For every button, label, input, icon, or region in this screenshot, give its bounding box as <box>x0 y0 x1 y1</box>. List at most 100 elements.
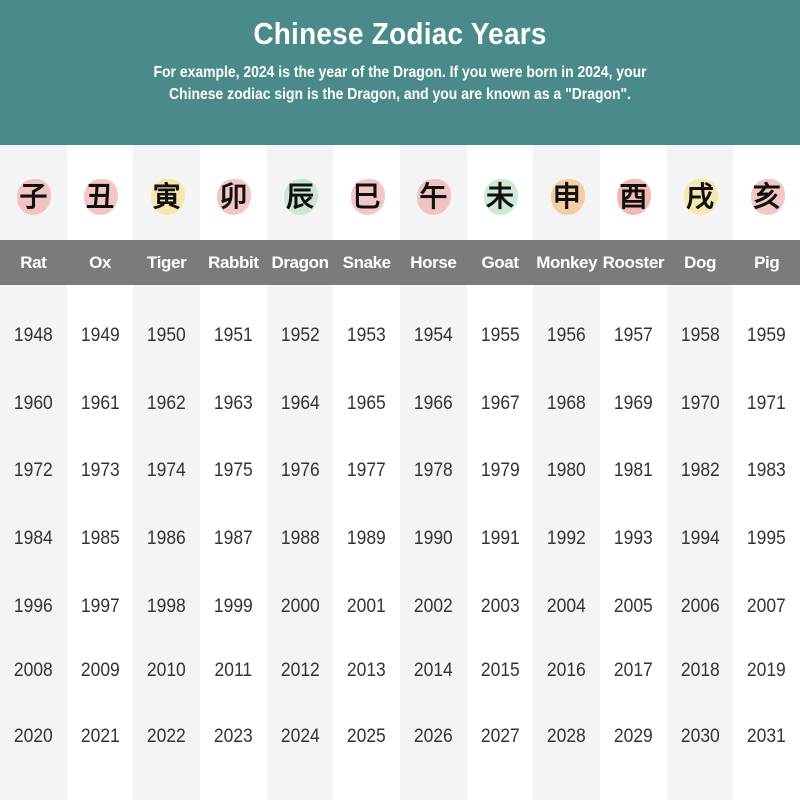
year-cell: 2000 <box>280 596 320 617</box>
year-cell: 2029 <box>613 726 653 747</box>
year-cell: 1960 <box>13 393 53 414</box>
zodiac-name: Horse <box>400 240 467 285</box>
year-cell: 1974 <box>147 460 187 481</box>
year-cell: 2018 <box>680 660 720 681</box>
color-blob <box>417 179 452 215</box>
rat-icon: 子 <box>5 165 61 225</box>
year-cell: 1972 <box>13 460 53 481</box>
rooster-icon: 酉 <box>605 165 661 225</box>
year-cell: 1982 <box>680 460 720 481</box>
color-blob <box>750 179 785 215</box>
year-cell: 1994 <box>680 528 720 549</box>
tiger-icon: 寅 <box>139 165 195 225</box>
zodiac-character: 丑 <box>85 180 114 213</box>
year-cell: 1995 <box>747 528 787 549</box>
year-cell: 1969 <box>613 393 653 414</box>
horse-icon: 午 <box>405 165 461 225</box>
year-cell: 1958 <box>680 325 720 346</box>
year-cell: 1984 <box>13 528 53 549</box>
year-cell: 2008 <box>13 660 53 681</box>
zodiac-column-dragon: 辰 Dragon 1952 1964 1976 1988 2000 2012 2024 <box>266 145 334 800</box>
year-cell: 1964 <box>280 393 320 414</box>
year-cell: 2012 <box>280 660 320 681</box>
year-cell: 1991 <box>480 528 520 549</box>
year-cell: 1998 <box>147 596 187 617</box>
zodiac-name: Tiger <box>133 240 201 285</box>
color-blob <box>17 179 52 215</box>
zodiac-column-horse: 午 Horse 1954 1966 1978 1990 2002 2014 2026 <box>400 145 467 800</box>
year-cell: 2002 <box>413 596 453 617</box>
year-cell: 2015 <box>480 660 520 681</box>
year-cell: 1981 <box>613 460 653 481</box>
color-blob <box>350 179 385 215</box>
color-blob <box>150 179 185 215</box>
year-cell: 1951 <box>213 325 253 346</box>
year-cell: 1989 <box>347 528 387 549</box>
year-cell: 1976 <box>280 460 320 481</box>
year-cell: 1959 <box>747 325 787 346</box>
dog-icon: 戌 <box>672 165 728 225</box>
year-cell: 2019 <box>747 660 787 681</box>
goat-icon: 未 <box>472 165 528 225</box>
zodiac-character: 巳 <box>352 180 381 213</box>
year-cell: 1987 <box>213 528 253 549</box>
year-cell: 1957 <box>613 325 653 346</box>
year-cell: 1971 <box>747 393 787 414</box>
zodiac-column-tiger: 寅 Tiger 1950 1962 1974 1986 1998 2010 2022 <box>133 145 201 800</box>
year-cell: 2011 <box>214 660 253 681</box>
year-cell: 2005 <box>613 596 653 617</box>
year-cell: 2010 <box>147 660 187 681</box>
year-cell: 2030 <box>680 726 720 747</box>
year-cell: 2023 <box>213 726 253 747</box>
year-cell: 2025 <box>347 726 387 747</box>
year-cell: 2017 <box>613 660 653 681</box>
subtitle-line: For example, 2024 is the year of the Dra… <box>153 64 647 81</box>
zodiac-column-dog: 戌 Dog 1958 1970 1982 1994 2006 2018 2030 <box>666 145 734 800</box>
rabbit-icon: 卯 <box>205 165 261 225</box>
color-blob <box>284 179 319 215</box>
snake-icon: 巳 <box>339 165 395 225</box>
color-blob <box>617 179 652 215</box>
year-cell: 2014 <box>413 660 453 681</box>
year-cell: 1975 <box>213 460 253 481</box>
year-cell: 2031 <box>747 726 787 747</box>
year-cell: 2001 <box>347 596 387 617</box>
year-cell: 1983 <box>747 460 787 481</box>
ox-icon: 丑 <box>72 165 128 225</box>
zodiac-name: Monkey <box>533 240 601 285</box>
zodiac-name: Goat <box>466 240 534 285</box>
year-cell: 2013 <box>347 660 387 681</box>
year-cell: 1979 <box>480 460 520 481</box>
year-cell: 1980 <box>547 460 587 481</box>
year-cell: 1990 <box>413 528 453 549</box>
year-cell: 2009 <box>80 660 120 681</box>
zodiac-character: 卯 <box>219 180 248 213</box>
zodiac-character: 申 <box>552 180 581 213</box>
zodiac-character: 子 <box>19 180 48 213</box>
page-title: Chinese Zodiac Years <box>253 16 547 51</box>
year-cell: 2021 <box>80 726 120 747</box>
zodiac-name: Ox <box>66 240 134 285</box>
year-cell: 1949 <box>80 325 120 346</box>
zodiac-name: Dragon <box>266 240 334 285</box>
year-cell: 1978 <box>413 460 453 481</box>
color-blob <box>684 179 719 215</box>
pig-icon: 亥 <box>739 165 795 225</box>
zodiac-name: Dog <box>666 240 734 285</box>
year-cell: 1954 <box>413 325 453 346</box>
year-cell: 2024 <box>280 726 320 747</box>
year-cell: 1977 <box>347 460 387 481</box>
year-cell: 2007 <box>747 596 787 617</box>
zodiac-column-goat: 未 Goat 1955 1967 1979 1991 2003 2015 2027 <box>466 145 534 800</box>
year-cell: 1967 <box>480 393 520 414</box>
year-cell: 2028 <box>547 726 587 747</box>
subtitle: For example, 2024 is the year of the Dra… <box>40 62 760 106</box>
zodiac-column-rooster: 酉 Rooster 1957 1969 1981 1993 2005 2017 2029 <box>600 145 667 800</box>
zodiac-column-rat: 子 Rat 1948 1960 1972 1984 1996 2008 2020 <box>0 145 67 800</box>
zodiac-character: 寅 <box>152 180 181 213</box>
zodiac-column-ox: 丑 Ox 1949 1961 1973 1985 1997 2009 2021 <box>66 145 134 800</box>
subtitle-line: Chinese zodiac sign is the Dragon, and y… <box>168 86 632 103</box>
year-cell: 1968 <box>547 393 587 414</box>
zodiac-table: 子 Rat 1948 1960 1972 1984 1996 2008 2020 丑 Ox 19… <box>0 145 800 800</box>
zodiac-name: Snake <box>333 240 401 285</box>
